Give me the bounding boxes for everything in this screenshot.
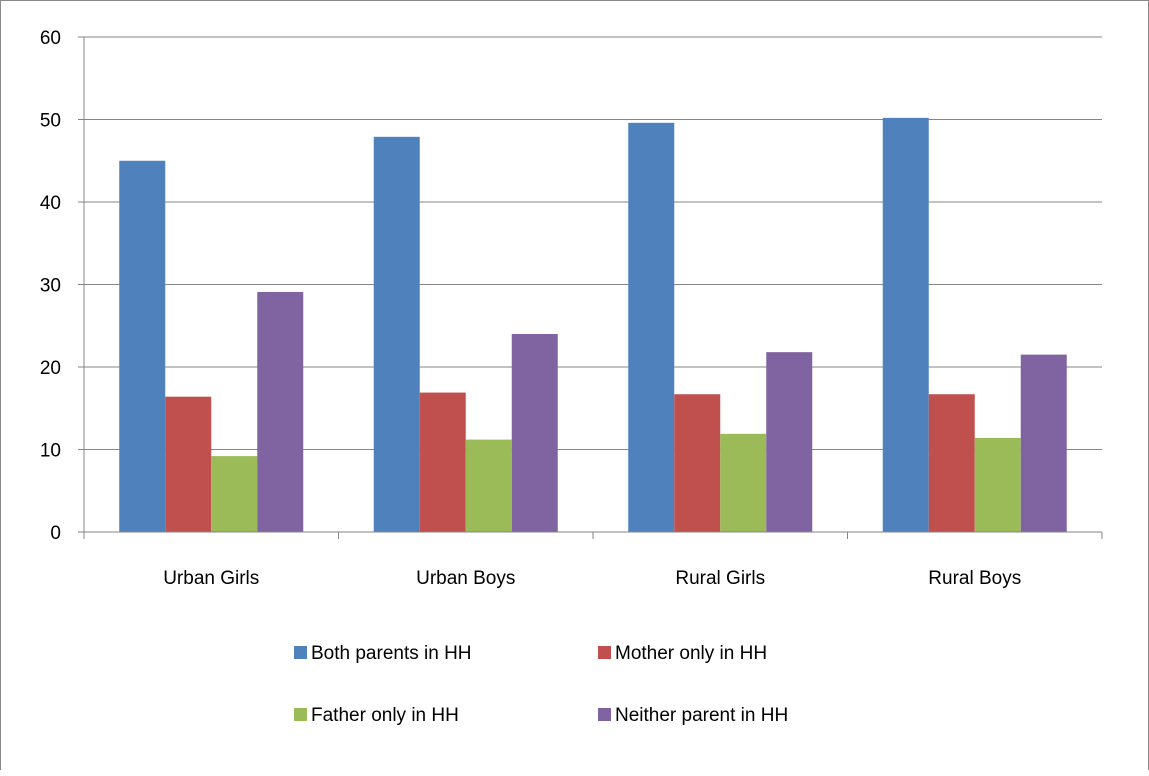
legend-label: Mother only in HH [615,643,767,664]
bar [720,433,767,532]
legend-swatch [598,708,611,721]
bar [211,456,258,532]
bar [974,437,1021,532]
legend-label: Father only in HH [311,705,459,726]
y-tick-label: 20 [40,358,61,379]
legend-swatch [598,646,611,659]
legend-swatch [294,708,307,721]
x-tick-label: Urban Boys [416,568,515,589]
bar [628,122,675,533]
y-tick-label: 10 [40,441,61,462]
y-axis-tick-labels: 0 10 20 30 40 50 60 [40,28,61,544]
x-tick-label: Urban Girls [163,568,259,589]
bars [119,117,1067,533]
legend-item: Neither parent in HH [598,705,788,726]
legend-item: Father only in HH [294,705,459,726]
bar [373,136,420,532]
bar [419,392,466,532]
bar [465,439,512,532]
axes [78,36,1103,539]
legend-swatch [294,646,307,659]
bar [766,352,813,532]
bar [1020,354,1067,532]
legend-label: Neither parent in HH [615,705,788,726]
legend: Both parents in HH Mother only in HH Fathe… [294,643,788,726]
y-tick-label: 40 [40,193,61,214]
bar [165,396,212,532]
y-tick-label: 0 [50,523,61,544]
bar [674,394,721,532]
legend-item: Both parents in HH [294,643,472,664]
x-tick-label: Rural Boys [928,568,1021,589]
bar [257,291,304,532]
x-axis-tick-labels: Urban Girls Urban Boys Rural Girls Rural Bo… [163,568,1021,589]
y-tick-label: 30 [40,276,61,297]
bar [882,117,929,532]
gridlines [84,36,1102,450]
legend-label: Both parents in HH [311,643,472,664]
y-tick-label: 50 [40,111,61,132]
bar [119,160,166,532]
bar [928,394,975,532]
legend-item: Mother only in HH [598,643,767,664]
x-tick-label: Rural Girls [675,568,765,589]
bar [511,334,558,532]
y-tick-label: 60 [40,28,61,49]
